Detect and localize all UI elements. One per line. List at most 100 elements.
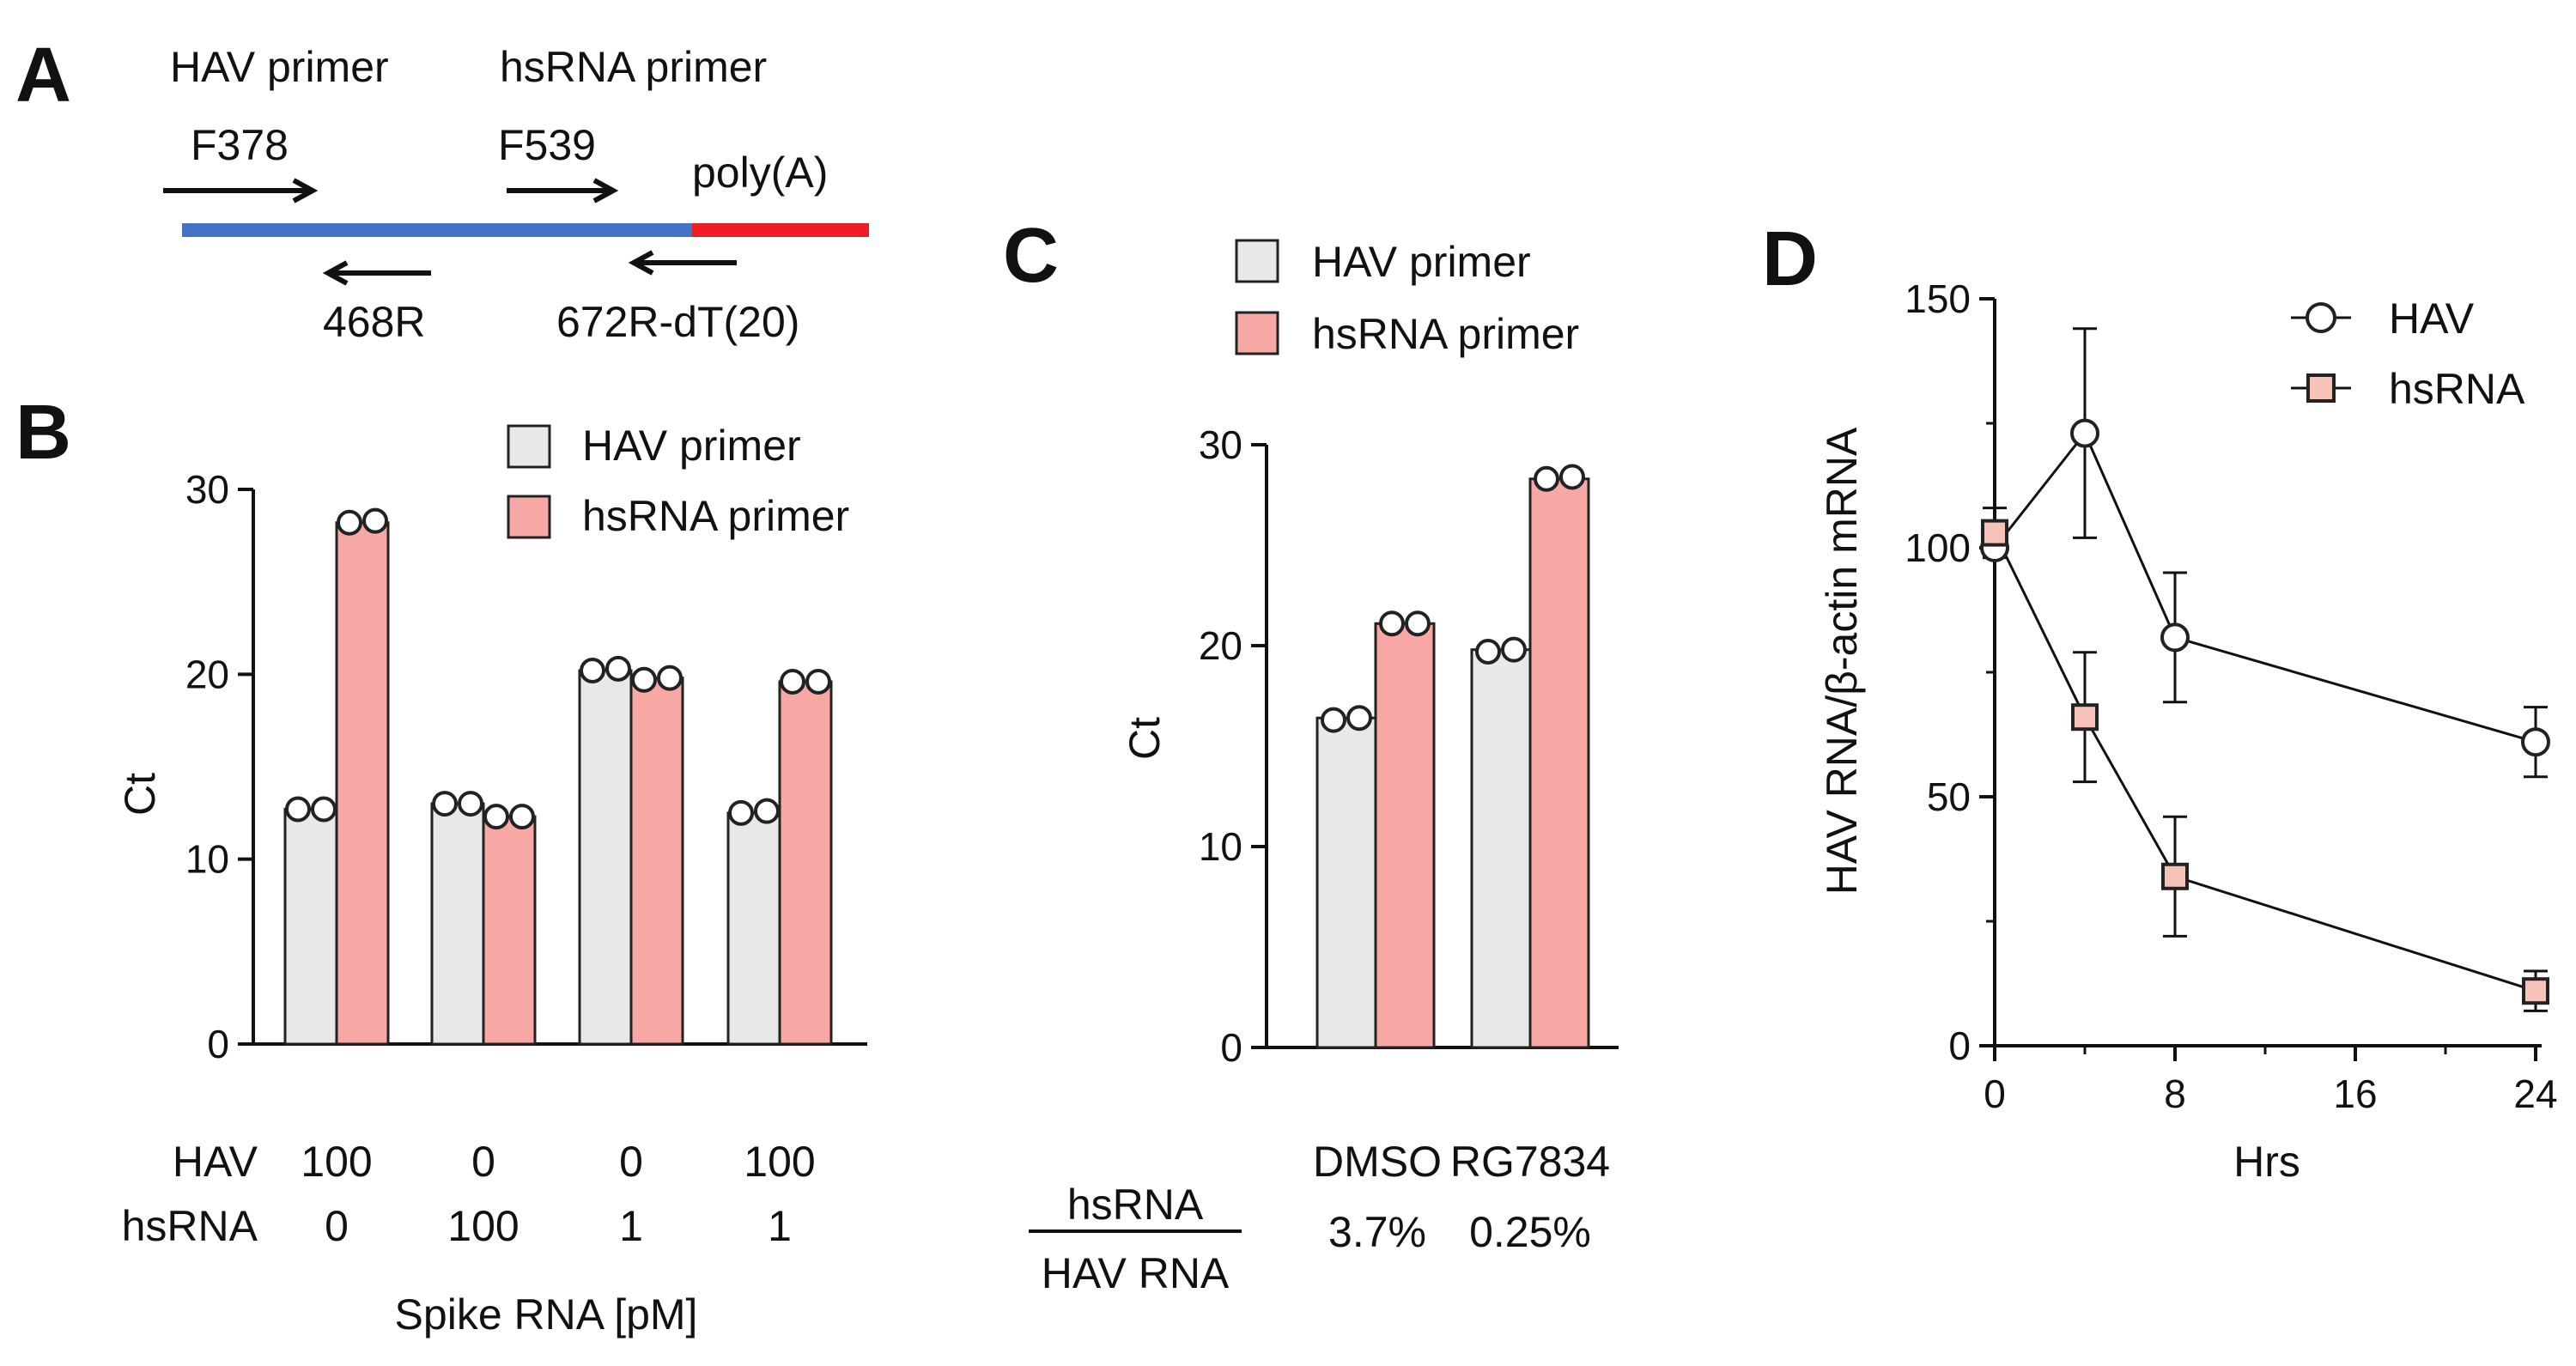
b-bars <box>283 521 833 1046</box>
c-ratio-label: 3.7% <box>1328 1208 1426 1256</box>
b-y-tick-label: 10 <box>185 837 229 882</box>
b-data-point <box>432 791 458 817</box>
c-y-tick-label: 0 <box>1220 1025 1242 1070</box>
b-data-point <box>311 796 337 823</box>
panel-c-letter: C <box>1003 213 1059 299</box>
legend-c-hav-label: HAV primer <box>1312 238 1531 286</box>
c-ratio-numerator: hsRNA <box>1067 1181 1204 1229</box>
b-data-point <box>631 666 657 693</box>
b-data-point <box>728 799 754 826</box>
c-y-tick-label: 30 <box>1199 422 1242 467</box>
b-hav-value: 100 <box>301 1138 372 1186</box>
c-data-point <box>1379 610 1405 637</box>
d-x-tick-label: 16 <box>2333 1072 2377 1116</box>
b-y-tick-label: 30 <box>185 467 229 512</box>
b-hsrna-value: 0 <box>325 1202 349 1250</box>
b-hsrna-value: 1 <box>768 1202 792 1250</box>
panel-d-letter: D <box>1762 216 1818 302</box>
c-data-point <box>1475 639 1501 665</box>
label-672r: 672R-dT(20) <box>556 298 799 346</box>
header-hav-primer: HAV primer <box>170 43 389 91</box>
d-y-tick-label: 0 <box>1948 1023 1971 1068</box>
b-data-point <box>509 804 535 830</box>
d-x-tick-label: 0 <box>1984 1072 2006 1116</box>
b-hav-value: 100 <box>744 1138 815 1186</box>
b-points <box>285 507 831 830</box>
c-ratio-label: 0.25% <box>1469 1208 1591 1256</box>
d-point-hav <box>2070 418 2099 448</box>
panel-a-letter: A <box>15 33 71 118</box>
arrowhead-672r <box>628 250 654 276</box>
panel-a: A HAV primer hsRNA primer F378 F539 poly… <box>15 33 869 346</box>
legend-b-hav-label: HAV primer <box>582 422 801 470</box>
d-point-hsrna <box>2161 862 2189 890</box>
legend-c-hsrna-swatch <box>1235 311 1279 355</box>
b-row-label-hsrna: hsRNA <box>122 1202 258 1250</box>
b-y-ticks: 0 10 20 30 <box>185 467 253 1066</box>
b-data-point <box>483 804 509 830</box>
b-hav-value: 0 <box>619 1138 643 1186</box>
c-data-point <box>1405 610 1431 637</box>
d-point-hav <box>2160 622 2190 653</box>
b-data-point <box>458 791 483 817</box>
d-y-tick-label: 150 <box>1905 276 1971 321</box>
legend-c-hsrna-label: hsRNA primer <box>1312 310 1579 358</box>
d-point-hav <box>2521 727 2550 757</box>
arrowhead-f539 <box>592 178 619 203</box>
label-f539: F539 <box>498 121 596 169</box>
d-point-hsrna <box>1981 519 2008 547</box>
legend-c-hav-swatch <box>1235 239 1279 283</box>
b-hav-value: 0 <box>471 1138 495 1186</box>
b-hsrna-value: 100 <box>447 1202 519 1250</box>
b-data-point <box>805 668 831 695</box>
b-data-point <box>605 655 631 682</box>
b-hsrna-value: 1 <box>619 1202 643 1250</box>
arrowhead-f378 <box>292 178 319 203</box>
legend-d-hav-marker <box>2306 302 2336 333</box>
d-y-axis-label: HAV RNA/β-actin mRNA <box>1818 427 1866 895</box>
panel-c: C HAV primer hsRNA primer Ct 0 10 20 30 DMS… <box>1003 213 1619 1297</box>
d-y-ticks: 0 50 100 150 <box>1905 276 1995 1068</box>
b-data-point <box>754 798 780 824</box>
label-f378: F378 <box>191 121 289 169</box>
b-data-point <box>285 796 311 823</box>
legend-b-hsrna-swatch <box>507 495 551 539</box>
label-468r: 468R <box>323 298 426 346</box>
b-data-point <box>362 507 388 534</box>
legend-b-hav-swatch <box>507 424 551 469</box>
c-y-ticks: 0 10 20 30 <box>1199 422 1267 1070</box>
c-bar <box>1528 477 1590 1049</box>
b-bar <box>778 680 833 1046</box>
c-category-label: RG7834 <box>1450 1138 1610 1186</box>
legend-b-hsrna-label: hsRNA primer <box>582 492 849 540</box>
b-y-tick-label: 0 <box>207 1022 229 1066</box>
label-polya: poly(A) <box>692 149 828 197</box>
c-points <box>1321 464 1585 733</box>
b-x-axis-label: Spike RNA [pM] <box>395 1290 698 1339</box>
c-data-point <box>1346 705 1372 732</box>
d-x-tick-label: 24 <box>2513 1072 2557 1116</box>
c-data-point <box>1501 636 1527 663</box>
b-bar <box>726 811 781 1046</box>
d-point-hsrna <box>2522 977 2549 1005</box>
b-row-label-hav: HAV <box>173 1138 258 1186</box>
c-bars <box>1315 477 1590 1049</box>
c-y-tick-label: 10 <box>1199 824 1242 869</box>
d-x-ticks: 0 8 16 24 <box>1984 1046 2558 1116</box>
b-bar <box>629 677 684 1046</box>
d-y-tick-label: 100 <box>1905 525 1971 570</box>
header-hsrna-primer: hsRNA primer <box>500 43 767 91</box>
b-y-axis-label: Ct <box>116 773 164 816</box>
panel-b-letter: B <box>15 390 71 476</box>
b-bar <box>578 669 633 1046</box>
b-bar <box>283 808 338 1046</box>
b-bar <box>335 521 390 1046</box>
b-data-point <box>580 658 605 684</box>
legend-d-hsrna-label: hsRNA <box>2389 365 2525 413</box>
b-data-point <box>337 509 362 536</box>
c-ratio-denominator: HAV RNA <box>1042 1249 1230 1297</box>
b-y-tick-label: 20 <box>185 652 229 696</box>
